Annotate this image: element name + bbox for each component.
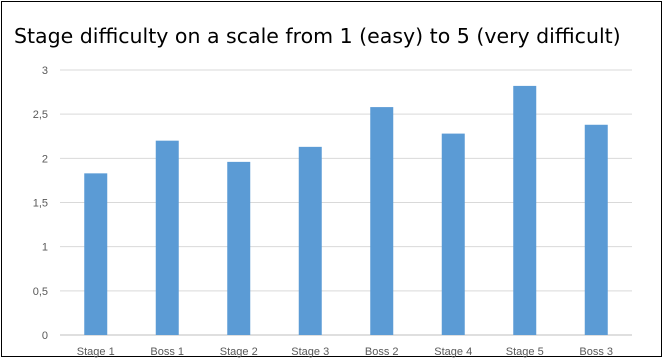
- bar-stage-3: [298, 146, 322, 335]
- bar-boss-2: [370, 107, 394, 335]
- y-tick-label: 0,5: [33, 286, 48, 298]
- x-tick-label: Boss 2: [365, 346, 399, 358]
- bar-boss-3: [584, 124, 608, 336]
- bar-boss-1: [155, 140, 179, 335]
- y-tick-label: 0: [42, 330, 48, 342]
- y-tick-label: 2: [42, 153, 48, 165]
- x-tick-label: Stage 1: [77, 346, 115, 358]
- y-axis-ticks: 0 0,5 1 1,5 2 2,5 3: [33, 65, 48, 342]
- y-tick-label: 1: [42, 242, 48, 254]
- bar-stage-4: [441, 133, 465, 335]
- x-tick-label: Stage 5: [506, 346, 544, 358]
- x-axis-ticks: Stage 1 Boss 1 Stage 2 Stage 3 Boss 2 Stage 4…: [77, 346, 613, 358]
- x-tick-label: Stage 3: [291, 346, 329, 358]
- bars: [84, 85, 608, 336]
- chart-title: Stage difficulty on a scale from 1 (easy…: [14, 24, 621, 48]
- x-tick-label: Stage 2: [220, 346, 258, 358]
- y-tick-label: 1,5: [33, 198, 48, 210]
- x-tick-label: Boss 3: [579, 346, 613, 358]
- x-tick-label: Boss 1: [150, 346, 184, 358]
- y-tick-label: 3: [42, 65, 48, 77]
- gridlines: [60, 69, 632, 336]
- bar-stage-1: [84, 173, 108, 335]
- bar-stage-5: [513, 85, 537, 336]
- bar-stage-2: [227, 161, 251, 335]
- x-tick-label: Stage 4: [434, 346, 472, 358]
- y-tick-label: 2,5: [33, 109, 48, 121]
